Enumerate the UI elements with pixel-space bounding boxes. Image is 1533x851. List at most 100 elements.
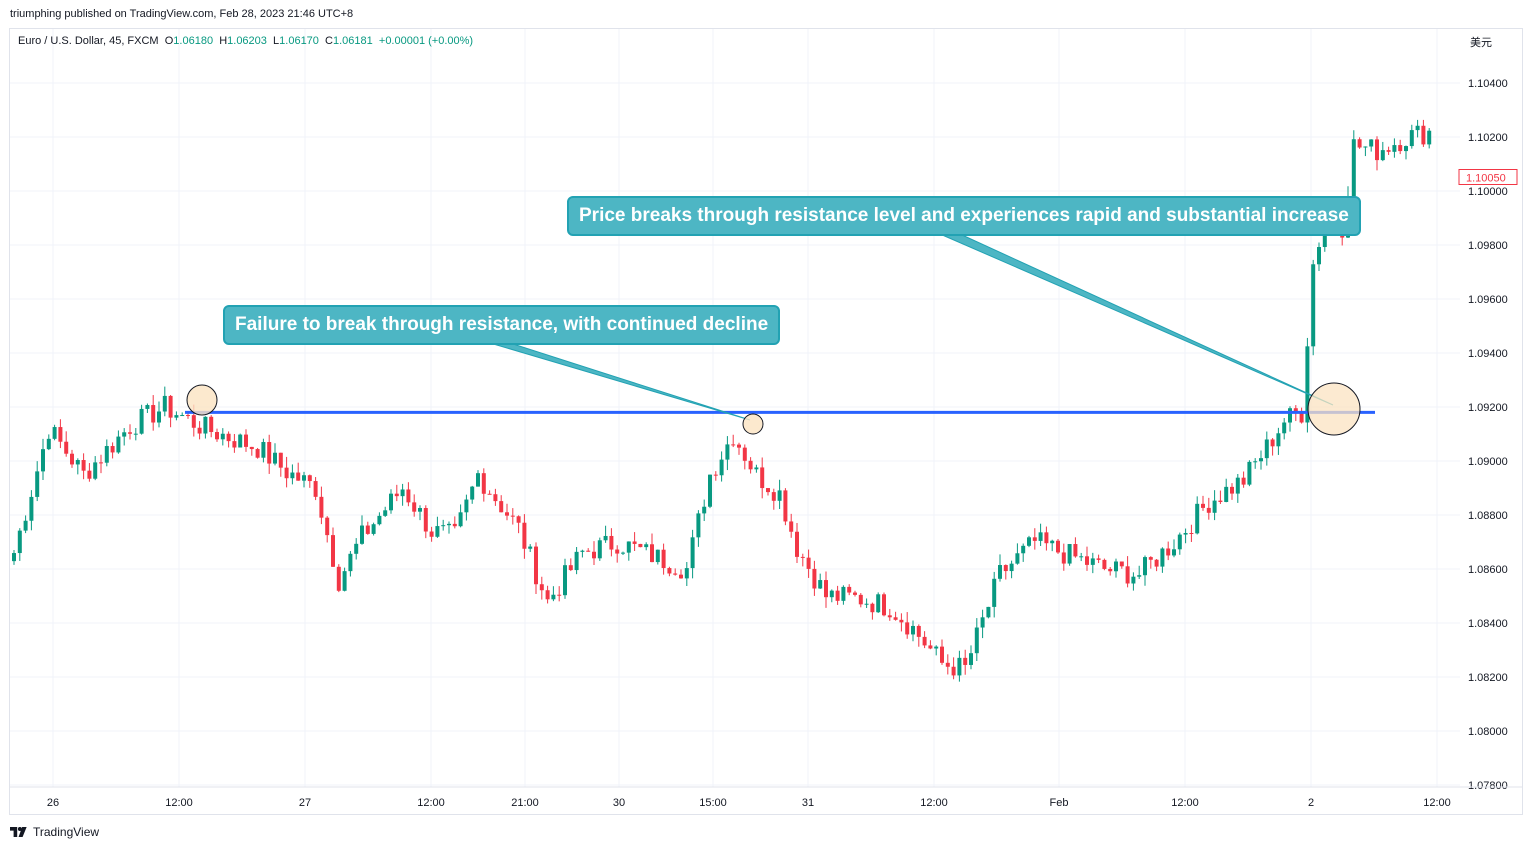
footer-brand[interactable]: TradingView <box>10 825 99 839</box>
candle-body <box>1241 477 1246 485</box>
candle-body <box>1125 566 1130 584</box>
candle-body <box>58 427 63 442</box>
candle-body <box>951 666 956 676</box>
candle-body <box>702 506 707 514</box>
candle-body <box>191 415 196 428</box>
candle-body <box>1172 549 1176 556</box>
price-tick-label: 1.08200 <box>1468 672 1508 684</box>
candle-body <box>23 520 28 531</box>
candle-body <box>1363 146 1368 148</box>
candle-body <box>864 603 869 605</box>
candle-body <box>905 622 910 635</box>
candle-body <box>1369 139 1374 147</box>
candle-body <box>64 441 69 454</box>
price-tick-label: 1.09600 <box>1468 294 1508 306</box>
candle-body <box>1299 413 1304 423</box>
candle-body <box>789 521 794 532</box>
callout-pointer-breakout <box>939 233 1334 406</box>
candle-body <box>719 459 724 476</box>
price-tick-label: 1.08800 <box>1468 510 1508 522</box>
candle-body <box>278 452 283 468</box>
time-axis[interactable]: 26 12:00 27 12:00 21:00 30 15:00 31 12:00 Feb 12:0… <box>10 786 1523 809</box>
candle-body <box>998 565 1002 579</box>
time-tick-label: 12:00 <box>165 797 193 809</box>
candle-body <box>93 462 98 479</box>
price-axis[interactable]: 1.10400 1.10200 1.10000 1.09800 1.09600 1.094… <box>1458 78 1518 792</box>
grid <box>10 29 1460 787</box>
candle-body <box>267 442 272 464</box>
footer-brand-label: TradingView <box>33 825 100 839</box>
price-tick-label: 1.08000 <box>1468 726 1508 738</box>
candle-body <box>168 395 173 418</box>
candle-body <box>1398 145 1403 152</box>
candle-body <box>626 541 631 553</box>
candle-body <box>667 568 672 574</box>
price-tick-label: 1.10400 <box>1468 78 1508 90</box>
candle-body <box>1195 503 1200 534</box>
candle-body <box>1230 486 1234 494</box>
candle-body <box>655 549 660 563</box>
candle-body <box>1288 408 1292 423</box>
candle-body <box>510 515 515 517</box>
candle-body <box>447 523 451 526</box>
candle-body <box>180 415 185 417</box>
price-tick-label: 1.08600 <box>1468 564 1508 576</box>
candle-body <box>916 625 921 637</box>
candle-body <box>1090 558 1095 565</box>
candle-body <box>545 590 550 600</box>
candle-body <box>1259 458 1263 462</box>
candle-body <box>406 489 411 503</box>
candle-body <box>650 544 654 563</box>
candle-body <box>945 662 950 667</box>
candle-body <box>1235 477 1240 494</box>
candle-body <box>186 415 190 417</box>
candle-body <box>157 411 161 423</box>
time-tick-label: 21:00 <box>511 797 539 809</box>
close-value: 1.06181 <box>333 35 373 47</box>
candle-body <box>725 444 730 460</box>
callout-pointer-rejection <box>489 342 751 421</box>
candle-body <box>209 416 214 433</box>
candle-body <box>957 657 962 676</box>
candle-body <box>795 531 799 557</box>
symbol-name[interactable]: Euro / U.S. Dollar, 45, FXCM <box>18 35 159 47</box>
candle-body <box>696 513 701 538</box>
candle-body <box>1003 565 1008 572</box>
tradingview-logo-icon <box>10 827 27 837</box>
candle-body <box>1021 545 1026 554</box>
candle-body <box>1293 408 1298 414</box>
candle-body <box>829 590 834 598</box>
candle-body <box>110 446 115 453</box>
candle-body <box>1102 559 1107 569</box>
candle-body <box>1247 461 1252 485</box>
time-tick-label: 15:00 <box>699 797 727 809</box>
price-tick-label: 1.10200 <box>1468 132 1508 144</box>
candle-body <box>1409 130 1414 147</box>
candle-body <box>319 496 324 518</box>
candle-body <box>435 526 440 537</box>
candle-body <box>35 471 40 497</box>
candle-body <box>1067 544 1072 564</box>
candle-body <box>516 516 521 523</box>
candle-body <box>249 446 254 450</box>
candle-body <box>1148 557 1153 560</box>
high-label: H <box>219 35 228 47</box>
candle-body <box>1143 557 1147 576</box>
candle-body <box>348 553 353 572</box>
candle-body <box>452 523 457 527</box>
candle-body <box>1027 537 1031 546</box>
candle-body <box>99 462 103 464</box>
candle-body <box>1282 422 1287 434</box>
candle-body <box>528 546 533 549</box>
time-tick-label: 2 <box>1308 797 1314 809</box>
candle-body <box>928 645 933 649</box>
candle-body <box>470 486 475 500</box>
candle-body <box>354 543 359 554</box>
candle-body <box>1056 540 1060 553</box>
open-label: O <box>164 35 174 47</box>
breakout-marker <box>1307 382 1361 436</box>
candle-body <box>1061 552 1066 564</box>
candle-body <box>835 590 840 601</box>
candle-body <box>777 490 782 501</box>
